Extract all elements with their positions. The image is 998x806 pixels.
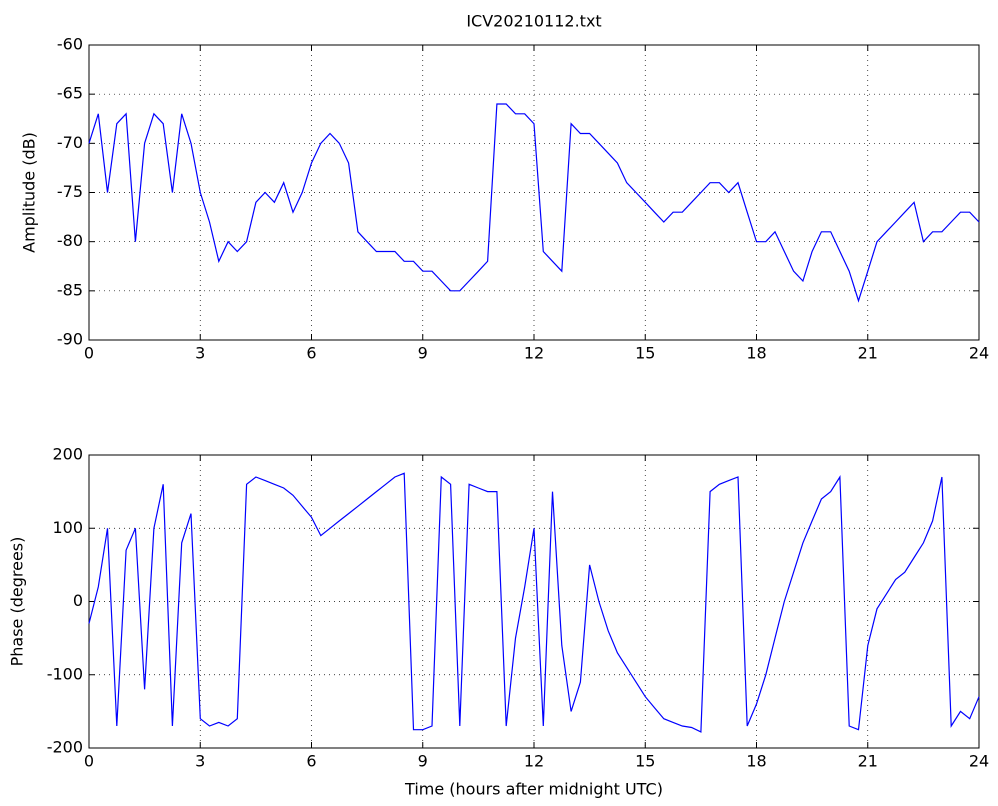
y-tick-label: 200 — [52, 445, 83, 464]
x-tick-label: 3 — [195, 752, 205, 771]
x-tick-label: 3 — [195, 344, 205, 363]
y-axis-label: Amplitude (dB) — [20, 132, 39, 253]
x-tick-label: 12 — [524, 344, 544, 363]
y-tick-label: -90 — [57, 330, 83, 349]
x-tick-label: 9 — [418, 752, 428, 771]
y-tick-label: 100 — [52, 518, 83, 537]
x-tick-label: 24 — [969, 344, 989, 363]
x-tick-label: 15 — [635, 752, 655, 771]
x-tick-label: 12 — [524, 752, 544, 771]
y-tick-label: -70 — [57, 133, 83, 152]
y-tick-label: -75 — [57, 182, 83, 201]
chart-title: ICV20210112.txt — [466, 12, 601, 31]
x-tick-label: 0 — [84, 752, 94, 771]
y-tick-label: -60 — [57, 35, 83, 54]
y-tick-label: 0 — [73, 591, 83, 610]
y-tick-label: -85 — [57, 280, 83, 299]
x-tick-label: 18 — [746, 344, 766, 363]
x-tick-label: 24 — [969, 752, 989, 771]
axes-frame — [88, 454, 980, 749]
x-tick-label: 9 — [418, 344, 428, 363]
data-line — [88, 472, 980, 733]
x-tick-label: 21 — [858, 752, 878, 771]
axes-frame — [88, 44, 980, 341]
y-tick-label: -100 — [47, 664, 83, 683]
x-tick-label: 15 — [635, 344, 655, 363]
x-tick-label: 6 — [306, 344, 316, 363]
x-tick-label: 18 — [746, 752, 766, 771]
x-axis-label: Time (hours after midnight UTC) — [404, 780, 663, 799]
x-tick-label: 0 — [84, 344, 94, 363]
x-tick-label: 21 — [858, 344, 878, 363]
y-tick-label: -200 — [47, 738, 83, 757]
data-line — [88, 103, 980, 303]
y-tick-label: -65 — [57, 84, 83, 103]
x-tick-label: 6 — [306, 752, 316, 771]
y-axis-label: Phase (degrees) — [8, 537, 27, 667]
y-tick-label: -80 — [57, 231, 83, 250]
